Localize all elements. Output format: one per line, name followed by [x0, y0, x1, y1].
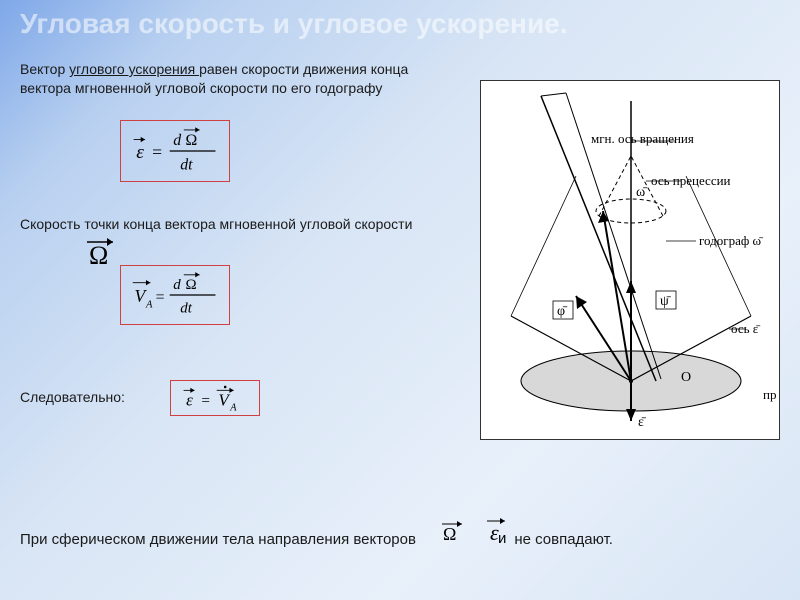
- formula-equiv-svg: ε = V A: [181, 383, 249, 413]
- svg-text:dt: dt: [180, 301, 192, 317]
- label-axis-eps: ось ε̄: [731, 321, 760, 336]
- label-eps: ε̄: [638, 415, 647, 430]
- omega-symbol: Ω: [85, 238, 121, 273]
- label-axis-prec: ось прецессии: [651, 173, 731, 188]
- label-axis-rot: мгн. ось вращения: [591, 131, 694, 146]
- svg-text:d: d: [173, 277, 181, 293]
- svg-text:ε: ε: [186, 391, 193, 410]
- svg-text:ε: ε: [136, 142, 144, 163]
- svg-text:dt: dt: [180, 156, 193, 173]
- page-title: Угловая скорость и угловое ускорение.: [20, 8, 568, 40]
- svg-text:A: A: [145, 299, 153, 310]
- label-omega: ω̄: [636, 185, 648, 200]
- label-pr: пр: [763, 387, 776, 402]
- svg-text:Ω: Ω: [186, 132, 198, 149]
- para4-and: и: [498, 530, 506, 547]
- omega-inline-icon: Ω: [440, 520, 468, 549]
- paragraph-3: Следовательно:: [20, 388, 125, 407]
- svg-text:=: =: [201, 393, 210, 410]
- formula-velocity: V A = d Ω dt: [120, 265, 230, 325]
- diagram-svg: мгн. ось вращения ось прецессии годограф…: [481, 81, 781, 441]
- svg-text:d: d: [173, 132, 181, 149]
- para4-c: не совпадают.: [514, 531, 613, 548]
- label-hodo: годограф ω̄: [699, 233, 763, 248]
- svg-text:V: V: [218, 391, 231, 410]
- para4-a: При сферическом движении тела направлени…: [20, 531, 416, 548]
- label-O: O: [681, 370, 691, 385]
- svg-text:=: =: [152, 142, 162, 162]
- formula-epsilon-svg: ε = d Ω dt: [131, 124, 219, 178]
- svg-text:=: =: [156, 289, 165, 306]
- svg-text:A: A: [229, 403, 237, 413]
- paragraph-4: При сферическом движении тела направлени…: [20, 530, 780, 550]
- para1-underline: углового ускорения: [69, 61, 199, 77]
- precession-diagram: мгн. ось вращения ось прецессии годограф…: [480, 80, 780, 440]
- paragraph-2: Скорость точки конца вектора мгновенной …: [20, 215, 420, 234]
- formula-equiv: ε = V A: [170, 380, 260, 416]
- svg-text:Ω: Ω: [186, 277, 197, 293]
- para1-a: Вектор: [20, 61, 69, 77]
- formula-epsilon: ε = d Ω dt: [120, 120, 230, 182]
- paragraph-1: Вектор углового ускорения равен скорости…: [20, 60, 450, 98]
- svg-text:Ω: Ω: [443, 524, 456, 544]
- svg-text:Ω: Ω: [89, 241, 108, 268]
- formula-velocity-svg: V A = d Ω dt: [131, 269, 219, 321]
